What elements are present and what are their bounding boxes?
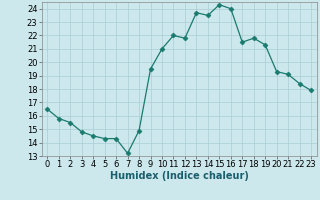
X-axis label: Humidex (Indice chaleur): Humidex (Indice chaleur): [110, 171, 249, 181]
